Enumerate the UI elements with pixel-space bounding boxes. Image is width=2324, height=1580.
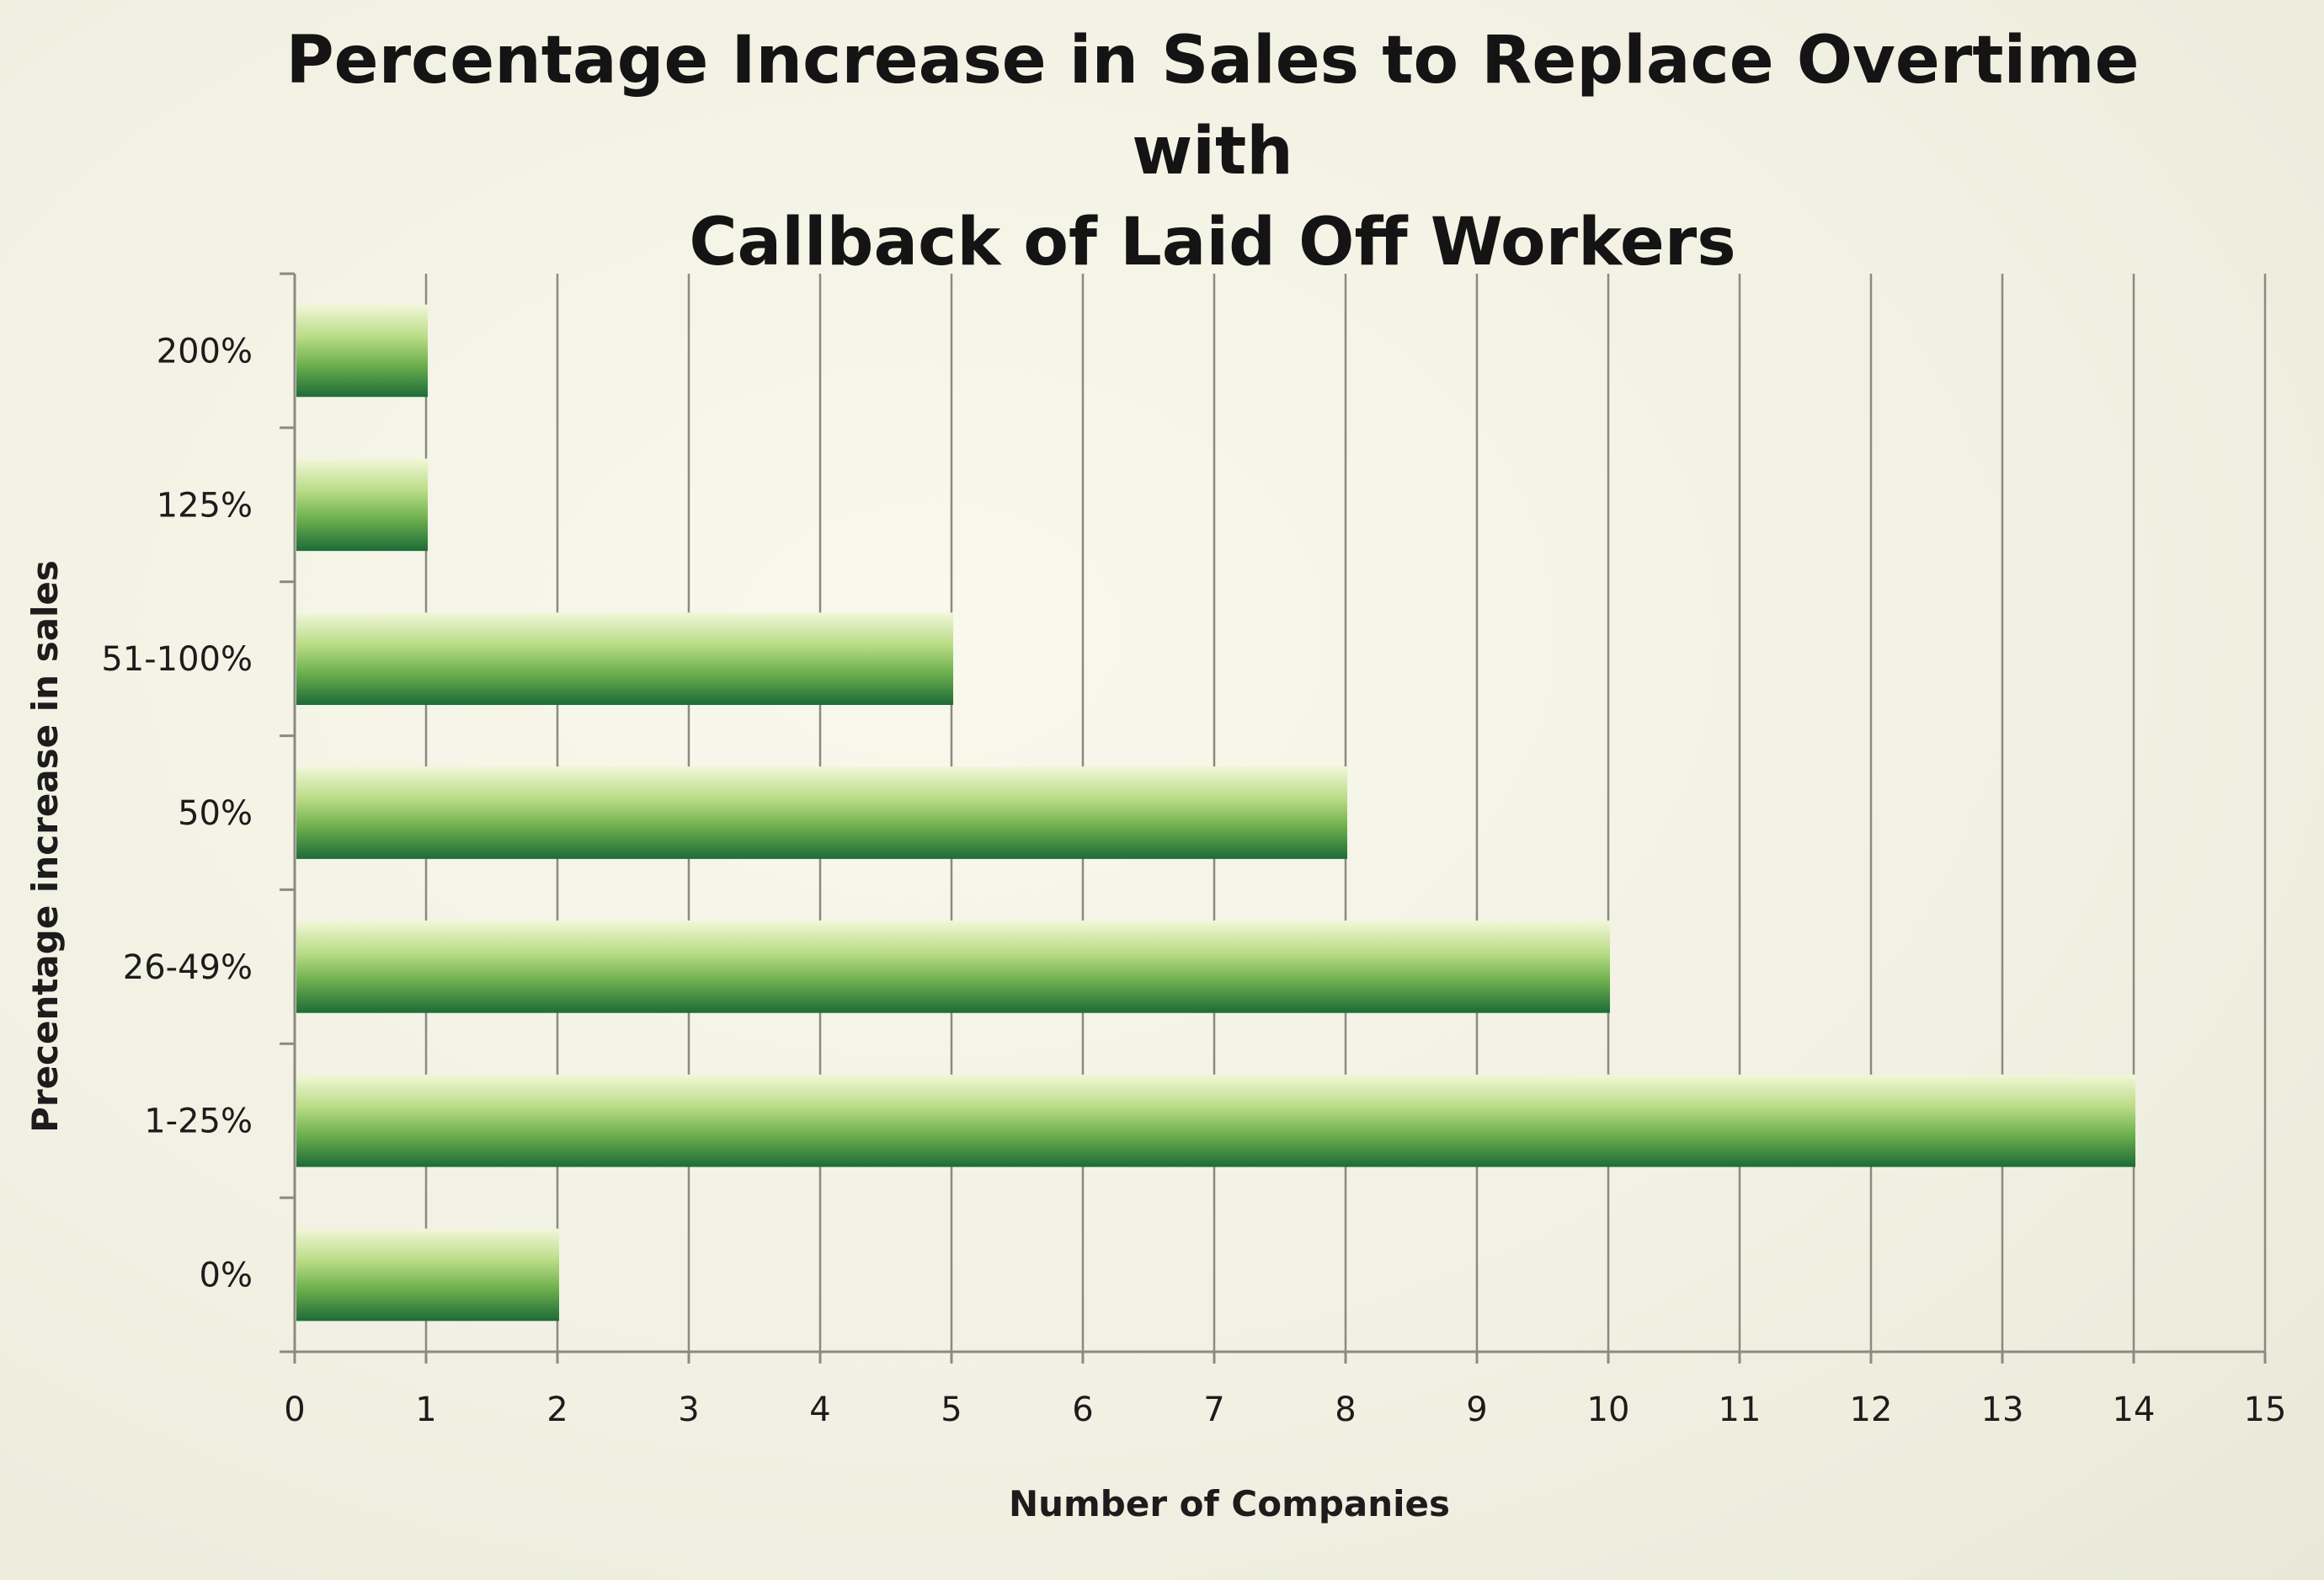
x-tick-label: 9 (1466, 1391, 1487, 1429)
x-tick-label: 0 (284, 1391, 305, 1429)
x-tick-label: 7 (1203, 1391, 1224, 1429)
x-tick-label: 6 (1072, 1391, 1093, 1429)
axis-labels: 200%125%51-100%50%26-49%1-25%0%0 1 2 3 4 5 6 7 8… (24, 332, 2286, 1524)
bar-1-25pct (296, 1074, 2135, 1167)
y-tick-label: 0% (200, 1257, 253, 1295)
x-tick-label: 2 (546, 1391, 568, 1429)
chart-title: Percentage Increase in Sales to Replace … (236, 15, 2189, 288)
y-tick-label: 125% (157, 486, 253, 525)
x-tick-label: 3 (678, 1391, 699, 1429)
x-tick-label: 8 (1335, 1391, 1356, 1429)
y-tick-label: 26-49% (123, 948, 253, 987)
x-tick-label: 10 (1587, 1391, 1630, 1429)
y-axis-title: Precentage increase in sales (24, 560, 66, 1133)
x-tick-label: 13 (1981, 1391, 2024, 1429)
y-tick-label: 200% (157, 332, 253, 371)
chart-title-line-1: Percentage Increase in Sales to Replace … (285, 23, 2140, 189)
bar-50pct (296, 766, 1347, 859)
x-tick-label: 1 (415, 1391, 436, 1429)
x-tick-label: 14 (2113, 1391, 2156, 1429)
y-tick-label: 51-100% (101, 640, 253, 679)
x-tick-label: 12 (1850, 1391, 1893, 1429)
bar-200pct (296, 304, 428, 398)
y-tick-label: 50% (178, 794, 253, 833)
x-axis-title: Number of Companies (1009, 1483, 1450, 1524)
bar-0pct (296, 1228, 559, 1321)
x-tick-label: 15 (2244, 1391, 2287, 1429)
bar-51-100pct (296, 612, 953, 705)
x-tick-label: 4 (809, 1391, 830, 1429)
bar-125pct (296, 458, 428, 552)
x-tick-label: 11 (1719, 1391, 1762, 1429)
y-tick-label: 1-25% (144, 1102, 253, 1141)
bars (296, 304, 2135, 1321)
chart-title-line-2: Callback of Laid Off Workers (689, 205, 1736, 280)
bar-26-49pct (296, 921, 1610, 1013)
x-tick-label: 5 (941, 1391, 962, 1429)
axes (280, 272, 2267, 1364)
